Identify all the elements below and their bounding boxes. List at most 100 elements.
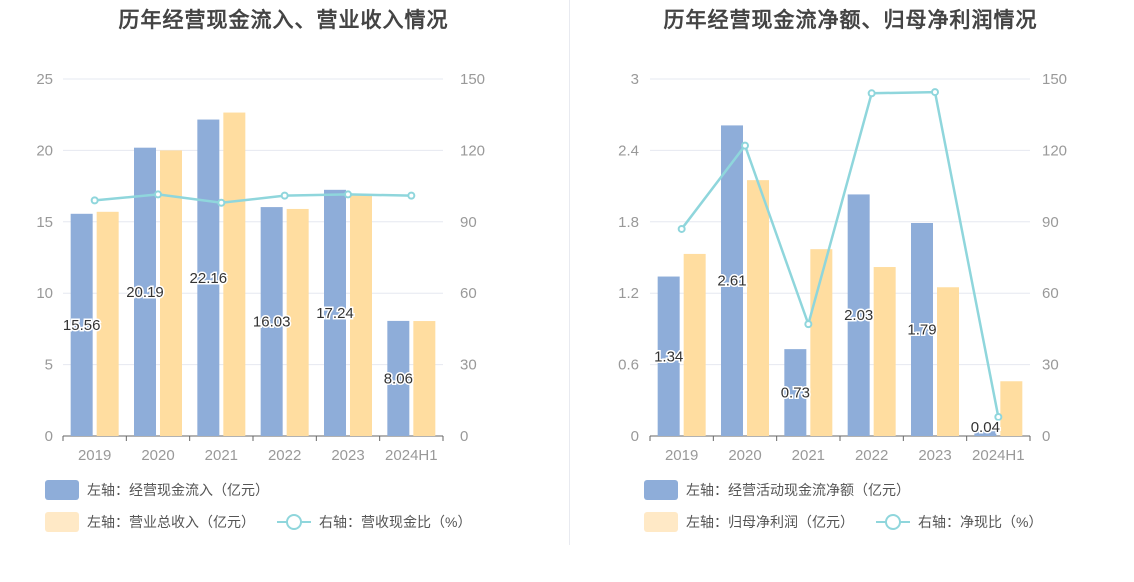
y-tick-right: 30 bbox=[1042, 357, 1059, 374]
legend-swatch-blue bbox=[45, 480, 79, 500]
line-point bbox=[217, 198, 226, 207]
x-tick-label: 2024H1 bbox=[972, 447, 1025, 464]
data-label: 8.06 bbox=[384, 370, 413, 387]
chart-title: 历年经营现金流入、营业收入情况 bbox=[118, 9, 449, 32]
y-tick-right: 60 bbox=[1042, 285, 1059, 302]
legend-item-line[interactable]: 右轴：营收现金比（%） bbox=[277, 512, 471, 532]
y-tick-right: 30 bbox=[460, 357, 477, 374]
y-tick-left: 3 bbox=[631, 71, 639, 88]
line-point bbox=[741, 141, 749, 150]
chart-panel-netcash-profit: 历年经营现金流净额、归母净利润情况 0 0 0.6 30 1.2 60 1.8 90 2.4 12… bbox=[567, 0, 1134, 582]
legend-label: 左轴：归母净利润（亿元） bbox=[686, 514, 854, 530]
data-label: 16.03 bbox=[253, 314, 291, 331]
legend-row-2: 左轴：营业总收入（亿元） 右轴：营收现金比（%） bbox=[45, 512, 493, 532]
data-label: 20.19 bbox=[126, 284, 164, 301]
line-series bbox=[680, 90, 1000, 418]
bar-orange bbox=[223, 112, 246, 437]
bar-orange bbox=[747, 180, 769, 436]
bar-blue bbox=[70, 213, 93, 436]
x-tick-label: 2019 bbox=[665, 447, 698, 464]
bar-blue bbox=[847, 194, 870, 436]
x-tick-label: 2024H1 bbox=[385, 447, 438, 464]
line-point bbox=[90, 196, 99, 205]
x-tick-label: 2023 bbox=[331, 447, 364, 464]
data-label: 17.24 bbox=[316, 305, 354, 322]
line-point bbox=[804, 320, 813, 329]
legend-row-1: 左轴：经营活动现金流净额（亿元） bbox=[644, 480, 932, 500]
y-tick-left: 25 bbox=[36, 71, 53, 88]
x-tick-label: 2022 bbox=[855, 447, 888, 464]
y-tick-right: 0 bbox=[1042, 428, 1050, 445]
bar-blue bbox=[134, 147, 156, 436]
y-tick-left: 20 bbox=[36, 142, 53, 159]
line-point bbox=[994, 412, 1003, 421]
y-tick-right: 120 bbox=[1042, 142, 1067, 159]
legend-item-blue[interactable]: 左轴：经营现金流入（亿元） bbox=[45, 480, 269, 500]
bar-blue bbox=[387, 320, 410, 436]
bar-orange bbox=[96, 211, 119, 436]
x-tick-label: 2021 bbox=[205, 447, 238, 464]
bar-orange bbox=[286, 208, 309, 436]
y-tick-left: 1.2 bbox=[618, 285, 639, 302]
data-label: 0.73 bbox=[781, 385, 810, 402]
data-label: 2.03 bbox=[844, 307, 873, 324]
bar-blue bbox=[974, 431, 997, 436]
legend-row-2: 左轴：归母净利润（亿元） 右轴：净现比（%） bbox=[644, 512, 1064, 532]
legend-label: 右轴：营收现金比（%） bbox=[319, 514, 472, 530]
x-tick-label: 2023 bbox=[918, 447, 951, 464]
y-tick-right: 90 bbox=[460, 214, 477, 231]
legend-swatch-line bbox=[876, 512, 910, 532]
y-tick-left: 1.8 bbox=[618, 214, 639, 231]
bar-blue bbox=[657, 276, 680, 436]
legend-item-blue[interactable]: 左轴：经营活动现金流净额（亿元） bbox=[644, 480, 910, 500]
legend-item-orange[interactable]: 左轴：归母净利润（亿元） bbox=[644, 512, 854, 532]
y-tick-left: 15 bbox=[36, 214, 53, 231]
data-label: 22.16 bbox=[190, 270, 228, 287]
legend-label: 左轴：营业总收入（亿元） bbox=[87, 514, 255, 530]
y-tick-right: 60 bbox=[460, 285, 477, 302]
y-tick-right: 150 bbox=[460, 71, 485, 88]
line-point bbox=[867, 89, 876, 98]
y-tick-right: 0 bbox=[460, 428, 468, 445]
legend-label: 右轴：净现比（%） bbox=[918, 514, 1043, 530]
data-label: 1.79 bbox=[907, 321, 936, 338]
legend-label: 左轴：经营现金流入（亿元） bbox=[87, 482, 269, 498]
y-tick-left: 0 bbox=[45, 428, 53, 445]
legend-swatch-orange bbox=[644, 512, 678, 532]
line-point bbox=[344, 190, 352, 199]
legend-item-line[interactable]: 右轴：净现比（%） bbox=[876, 512, 1042, 532]
chart-panel-cashflow-revenue: 历年经营现金流入、营业收入情况 0 0 5 30 10 60 15 90 20 120 25 150 2… bbox=[36, 9, 493, 532]
line-point bbox=[154, 190, 162, 199]
x-tick-label: 2022 bbox=[268, 447, 301, 464]
bar-orange bbox=[350, 194, 372, 436]
x-tick-label: 2020 bbox=[141, 447, 174, 464]
bar-blue bbox=[324, 189, 346, 436]
line-point bbox=[280, 191, 289, 200]
y-tick-left: 0.6 bbox=[618, 357, 639, 374]
data-label: 15.56 bbox=[63, 317, 101, 334]
chart-plot: 0 0 0.6 30 1.2 60 1.8 90 2.4 120 3 150 2019 2020 2021 2… bbox=[618, 71, 1067, 464]
legend-swatch-line bbox=[277, 512, 311, 532]
legend-label: 左轴：经营活动现金流净额（亿元） bbox=[686, 482, 910, 498]
y-tick-left: 10 bbox=[36, 285, 53, 302]
x-tick-label: 2020 bbox=[728, 447, 761, 464]
bar-orange bbox=[1000, 381, 1023, 436]
bar-blue bbox=[260, 207, 283, 436]
panel-divider bbox=[569, 0, 570, 545]
data-label: 2.61 bbox=[717, 273, 746, 290]
chart-plot: 0 0 5 30 10 60 15 90 20 120 25 150 2019 2020 2021 2022 2… bbox=[36, 71, 485, 464]
bar-orange bbox=[160, 150, 182, 436]
legend-row-1: 左轴：经营现金流入（亿元） bbox=[45, 480, 291, 500]
data-label: 0.04 bbox=[971, 419, 1000, 436]
y-tick-left: 5 bbox=[45, 357, 53, 374]
x-tick-label: 2019 bbox=[78, 447, 111, 464]
legend-item-orange[interactable]: 左轴：营业总收入（亿元） bbox=[45, 512, 255, 532]
data-label: 1.34 bbox=[654, 348, 683, 365]
bar-orange bbox=[873, 267, 896, 436]
legend-swatch-orange bbox=[45, 512, 79, 532]
legend-swatch-blue bbox=[644, 480, 678, 500]
chart-title: 历年经营现金流净额、归母净利润情况 bbox=[663, 9, 1038, 32]
bar-blue bbox=[721, 125, 743, 436]
line-point bbox=[407, 191, 416, 200]
x-tick-label: 2021 bbox=[792, 447, 825, 464]
